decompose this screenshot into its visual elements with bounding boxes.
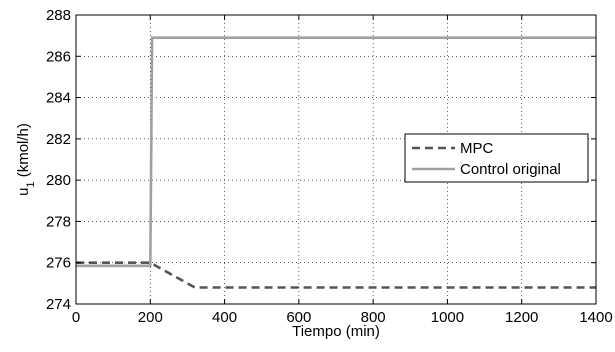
x-axis-label: Tiempo (min) [292,323,380,340]
legend-label-mpc: MPC [460,140,494,157]
legend: MPC Control original [404,133,589,183]
y-tick-label: 282 [46,131,71,148]
legend-box [404,133,589,183]
y-tick-label: 274 [46,296,71,313]
y-tick-label: 276 [46,255,71,272]
x-tick-label: 400 [212,309,237,326]
y-tick-label: 280 [46,172,71,189]
y-tick-label: 286 [46,48,71,65]
x-tick-label: 1400 [579,309,612,326]
x-tick-label: 1000 [431,309,464,326]
legend-label-control-original: Control original [460,161,561,178]
tick-labels: 0 200 400 600 800 1000 1200 1400 274 276 278 280 282… [46,7,613,326]
plot-frame [75,14,597,305]
y-axis-label: u1 (kmol/h) [15,123,37,196]
series-line-control-original [76,36,596,268]
y-tick-label: 284 [46,90,71,107]
y-axis-label-main: u [15,188,32,196]
y-tick-label: 278 [46,213,71,230]
series-line-mpc [76,261,596,289]
grid [76,15,596,304]
axis-ticks [75,14,597,305]
x-tick-label: 1200 [505,309,538,326]
y-axis-label-rest: (kmol/h) [15,123,32,181]
y-tick-label: 288 [46,7,71,24]
series-group [76,36,596,289]
x-tick-label: 600 [286,309,311,326]
x-tick-label: 200 [138,309,163,326]
x-tick-label: 0 [72,309,80,326]
y-axis-label-sub: 1 [25,181,37,187]
x-tick-label: 800 [361,309,386,326]
